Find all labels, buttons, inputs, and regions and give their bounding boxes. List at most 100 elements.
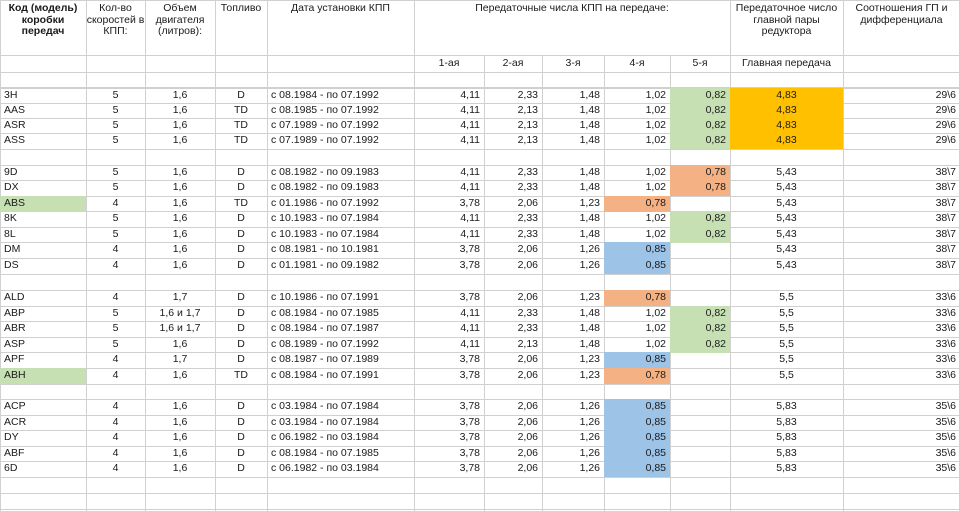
cell-fuel[interactable]: D bbox=[237, 446, 245, 459]
cell-g5[interactable]: 0,78 bbox=[670, 180, 730, 196]
cell-date[interactable]: с 08.1987 - по 07.1989 bbox=[271, 352, 379, 365]
cell-gears[interactable]: 4 bbox=[112, 399, 119, 412]
cell-code[interactable]: AAS bbox=[4, 103, 26, 116]
cell-date[interactable]: с 10.1983 - по 07.1984 bbox=[271, 211, 379, 224]
cell-gears[interactable]: 5 bbox=[112, 306, 119, 319]
cell-diff[interactable]: 38\7 bbox=[935, 196, 956, 209]
cell-diff[interactable]: 33\6 bbox=[935, 368, 956, 381]
header-main-gear[interactable]: Главная передача bbox=[742, 57, 831, 70]
cell-g1[interactable]: 3,78 bbox=[459, 242, 480, 255]
cell-g4[interactable]: 0,78 bbox=[604, 368, 670, 384]
cell-g1[interactable]: 4,11 bbox=[460, 211, 480, 224]
cell-g2[interactable]: 2,33 bbox=[517, 306, 538, 319]
cell-gears[interactable]: 5 bbox=[112, 165, 119, 178]
cell-date[interactable]: с 10.1983 - по 07.1984 bbox=[271, 227, 379, 240]
cell-vol[interactable]: 1,6 bbox=[172, 337, 188, 350]
cell-diff[interactable]: 35\6 bbox=[935, 430, 956, 443]
cell-g1[interactable]: 4,11 bbox=[460, 88, 480, 101]
cell-g1[interactable]: 3,78 bbox=[459, 461, 480, 474]
cell-date[interactable]: с 01.1981 - по 09.1982 bbox=[271, 258, 379, 271]
cell-g1[interactable]: 4,11 bbox=[460, 306, 480, 319]
cell-vol[interactable]: 1,7 bbox=[172, 352, 188, 365]
cell-g1[interactable]: 3,78 bbox=[459, 430, 480, 443]
cell-vol[interactable]: 1,6 bbox=[172, 430, 188, 443]
cell-code[interactable]: ABF bbox=[4, 446, 25, 459]
cell-main[interactable]: 5,43 bbox=[776, 180, 797, 193]
cell-fuel[interactable]: D bbox=[237, 321, 245, 334]
cell-main[interactable]: 5,83 bbox=[776, 415, 797, 428]
cell-vol[interactable]: 1,6 bbox=[172, 258, 188, 271]
cell-diff[interactable]: 29\6 bbox=[935, 118, 956, 131]
cell-g2[interactable]: 2,06 bbox=[517, 461, 538, 474]
cell-fuel[interactable]: D bbox=[237, 399, 245, 412]
cell-date[interactable]: с 08.1984 - по 07.1987 bbox=[271, 321, 379, 334]
header-main-pair[interactable]: Передаточное число главной пары редуктор… bbox=[735, 2, 838, 38]
cell-g5[interactable] bbox=[670, 368, 730, 384]
cell-gears[interactable]: 4 bbox=[112, 430, 119, 443]
cell-main[interactable]: 5,5 bbox=[779, 368, 794, 381]
cell-code[interactable]: ASS bbox=[4, 133, 26, 146]
header-code[interactable]: Код (модель) коробки передач bbox=[8, 2, 78, 38]
cell-g2[interactable]: 2,33 bbox=[517, 211, 538, 224]
cell-g4[interactable]: 1,02 bbox=[645, 165, 666, 178]
cell-g3[interactable]: 1,23 bbox=[579, 352, 600, 365]
cell-g1[interactable]: 4,11 bbox=[460, 165, 480, 178]
cell-g5[interactable]: 0,82 bbox=[670, 211, 730, 227]
cell-date[interactable]: с 08.1984 - по 07.1985 bbox=[271, 306, 379, 319]
cell-main[interactable]: 5,83 bbox=[776, 446, 797, 459]
cell-date[interactable]: с 08.1982 - по 09.1983 bbox=[271, 180, 379, 193]
cell-date[interactable]: с 08.1989 - по 07.1992 bbox=[271, 337, 379, 350]
cell-g3[interactable]: 1,26 bbox=[579, 430, 600, 443]
cell-g4[interactable]: 1,02 bbox=[645, 306, 666, 319]
cell-vol[interactable]: 1,6 bbox=[172, 446, 188, 459]
cell-gears[interactable]: 4 bbox=[112, 242, 119, 255]
cell-main[interactable]: 5,43 bbox=[776, 227, 797, 240]
cell-diff[interactable]: 33\6 bbox=[935, 321, 956, 334]
cell-g2[interactable]: 2,33 bbox=[517, 88, 538, 101]
cell-main[interactable]: 4,83 bbox=[730, 118, 843, 134]
cell-g4[interactable]: 1,02 bbox=[645, 227, 666, 240]
cell-main[interactable]: 4,83 bbox=[730, 88, 843, 104]
cell-vol[interactable]: 1,6 bbox=[172, 133, 188, 146]
cell-date[interactable]: с 07.1989 - по 07.1992 bbox=[271, 133, 379, 146]
cell-gears[interactable]: 4 bbox=[112, 446, 119, 459]
header-ratios[interactable]: Передаточные числа КПП на передаче: bbox=[475, 2, 669, 14]
cell-fuel[interactable]: TD bbox=[234, 118, 248, 131]
cell-g5[interactable] bbox=[670, 196, 730, 212]
cell-diff[interactable]: 29\6 bbox=[935, 103, 956, 116]
cell-main[interactable]: 5,43 bbox=[776, 165, 797, 178]
cell-g4[interactable]: 0,85 bbox=[604, 258, 670, 274]
cell-vol[interactable]: 1,6 bbox=[172, 103, 188, 116]
cell-g4[interactable]: 1,02 bbox=[645, 133, 666, 146]
cell-diff[interactable]: 35\6 bbox=[935, 399, 956, 412]
cell-code[interactable]: ASP bbox=[4, 337, 26, 350]
cell-code[interactable]: 6D bbox=[4, 461, 18, 474]
cell-g3[interactable]: 1,26 bbox=[579, 461, 600, 474]
cell-g3[interactable]: 1,48 bbox=[579, 321, 600, 334]
cell-g5[interactable]: 0,82 bbox=[670, 118, 730, 134]
cell-g1[interactable]: 3,78 bbox=[459, 368, 480, 381]
cell-vol[interactable]: 1,7 bbox=[172, 290, 188, 303]
cell-g1[interactable]: 4,11 bbox=[460, 103, 480, 116]
cell-diff[interactable]: 35\6 bbox=[935, 446, 956, 459]
cell-g3[interactable]: 1,26 bbox=[579, 415, 600, 428]
header-volume[interactable]: Объем двигателя (литров): bbox=[155, 2, 205, 38]
cell-main[interactable]: 5,43 bbox=[776, 196, 797, 209]
cell-g4[interactable]: 1,02 bbox=[645, 88, 666, 101]
cell-g5[interactable] bbox=[670, 415, 730, 431]
cell-g4[interactable]: 1,02 bbox=[645, 337, 666, 350]
cell-code[interactable]: ABR bbox=[4, 321, 26, 334]
cell-fuel[interactable]: TD bbox=[234, 368, 248, 381]
cell-vol[interactable]: 1,6 bbox=[172, 227, 188, 240]
header-gear-3[interactable]: 3-я bbox=[565, 57, 581, 70]
cell-date[interactable]: с 10.1986 - по 07.1991 bbox=[271, 290, 379, 303]
cell-code[interactable]: DX bbox=[4, 180, 19, 193]
header-fuel[interactable]: Топливо bbox=[220, 2, 262, 14]
cell-code[interactable]: 8L bbox=[4, 227, 16, 240]
cell-g2[interactable]: 2,06 bbox=[517, 242, 538, 255]
cell-g3[interactable]: 1,48 bbox=[579, 180, 600, 193]
cell-g1[interactable]: 4,11 bbox=[460, 337, 480, 350]
cell-g4[interactable]: 1,02 bbox=[645, 103, 666, 116]
cell-g5[interactable] bbox=[670, 446, 730, 462]
cell-g3[interactable]: 1,48 bbox=[579, 337, 600, 350]
